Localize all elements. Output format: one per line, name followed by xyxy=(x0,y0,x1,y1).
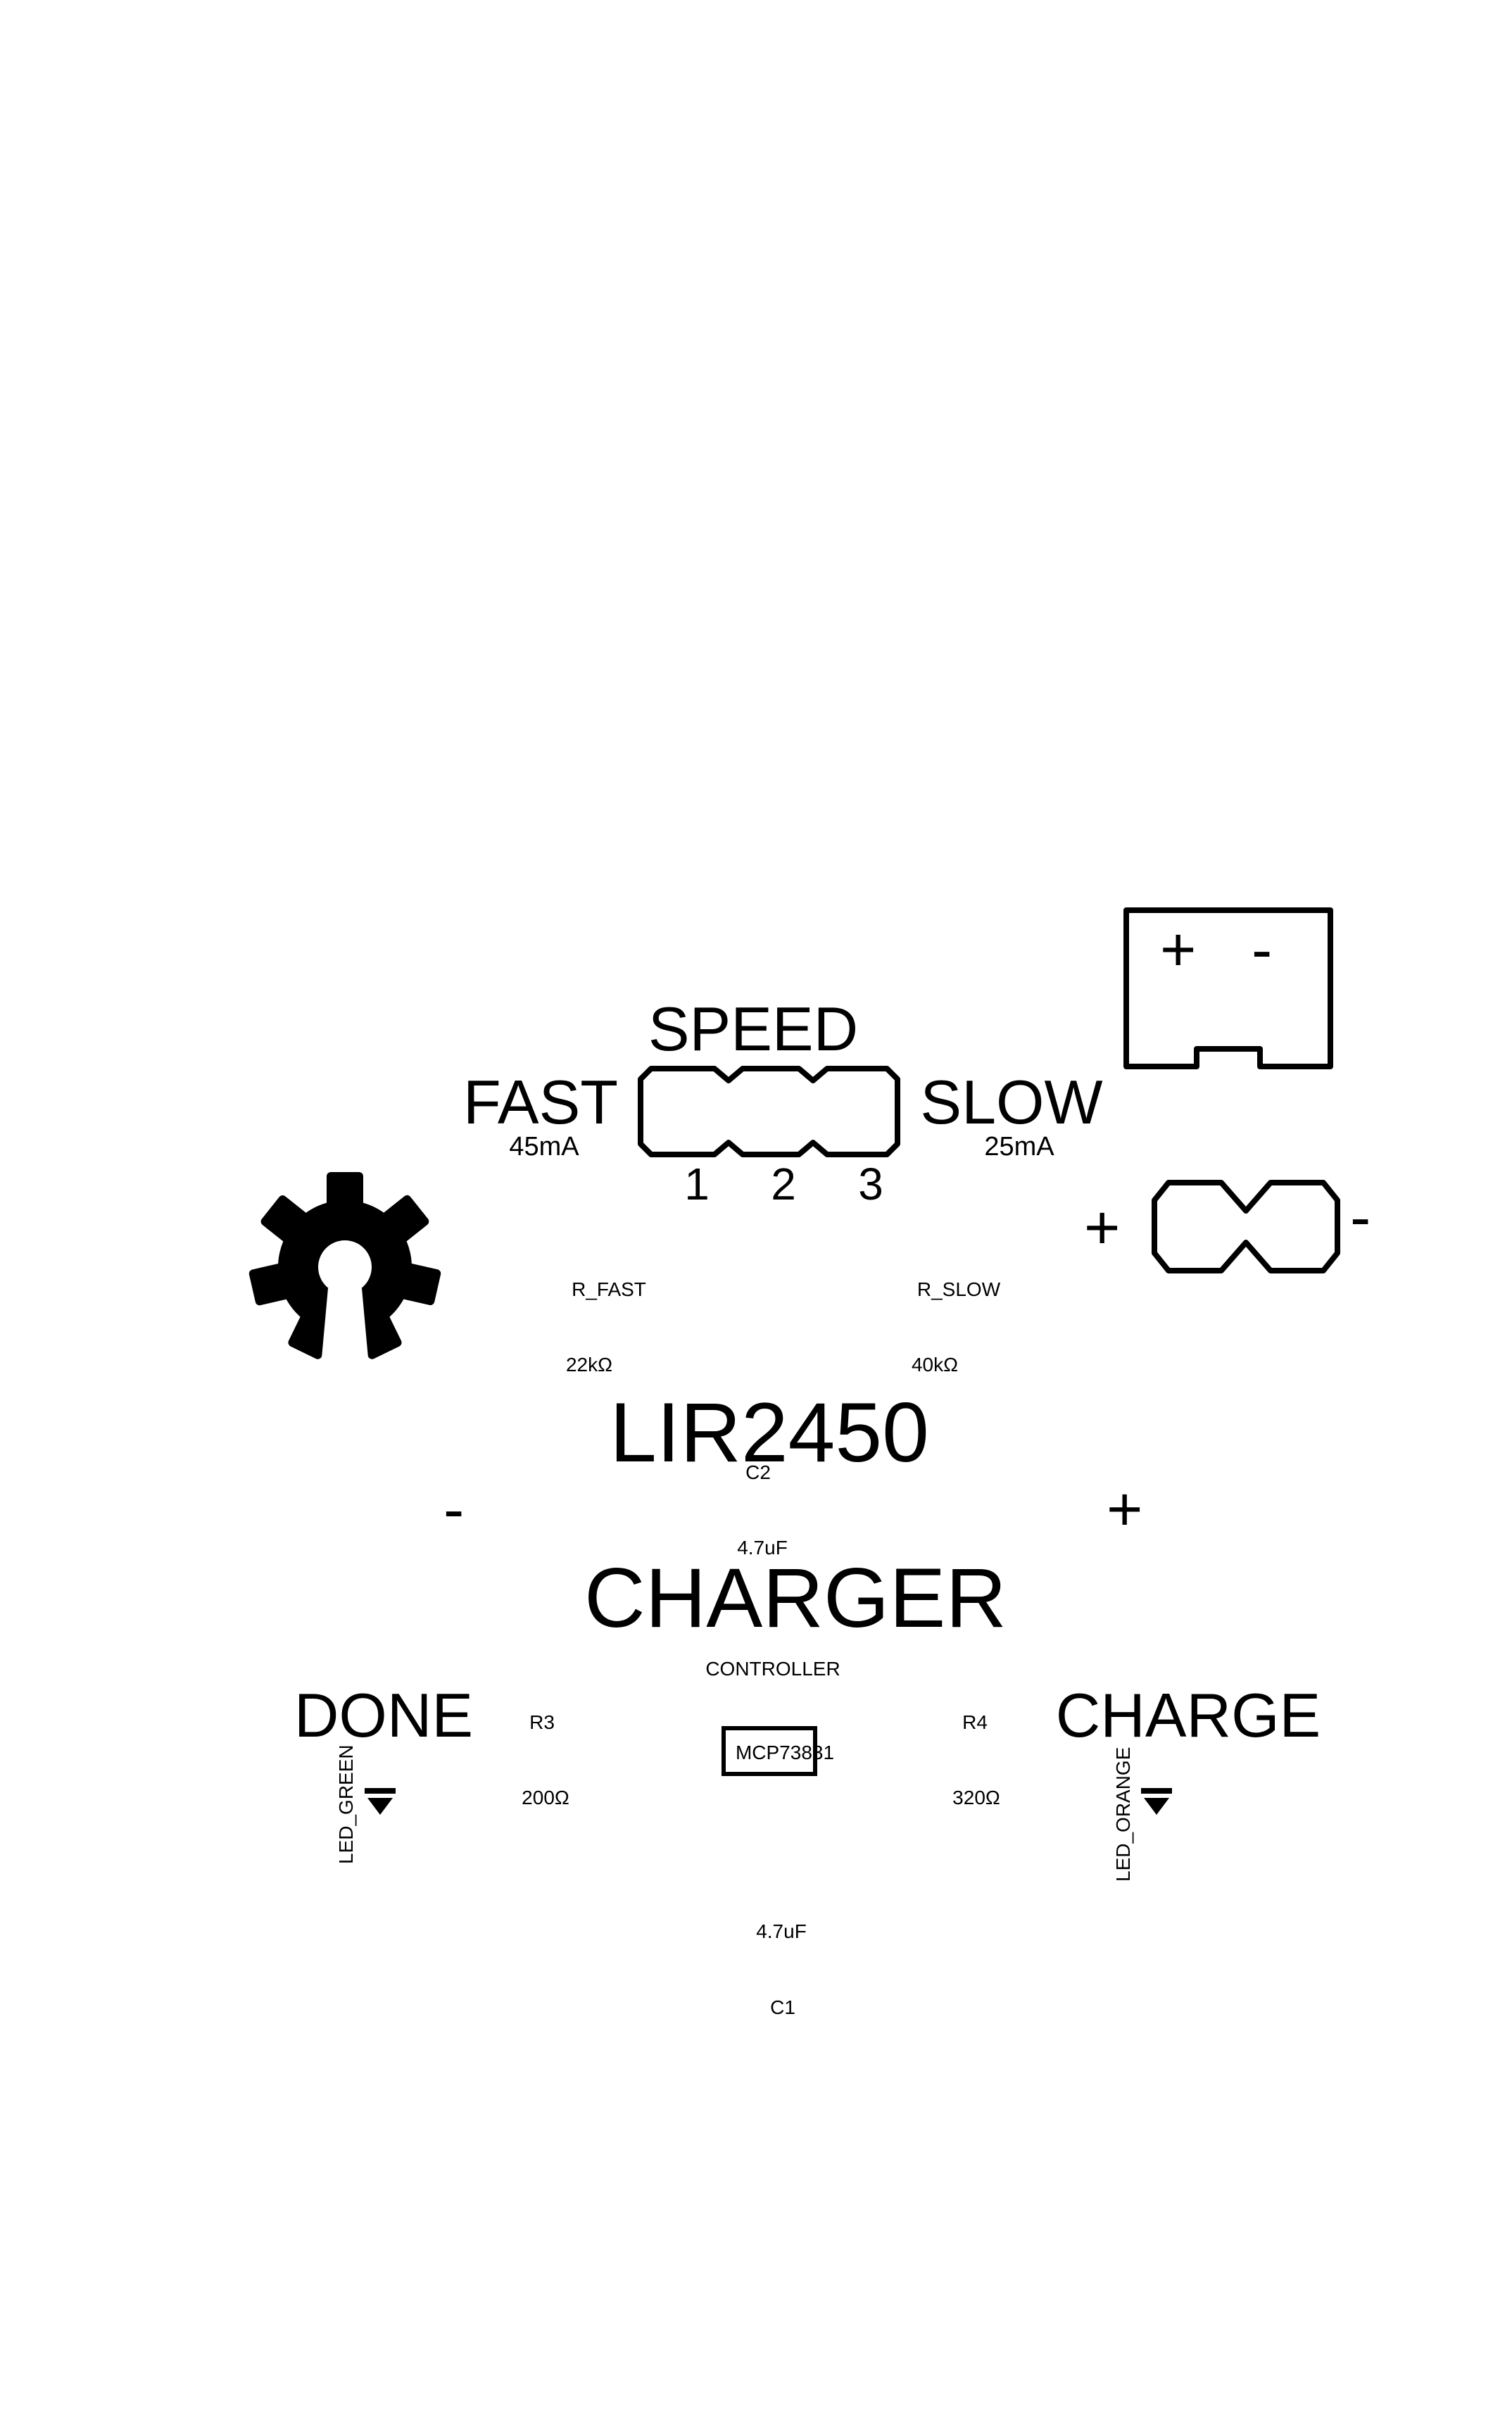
battery-plus-label: + xyxy=(1107,1474,1143,1544)
slow-current-label: 25mA xyxy=(984,1132,1054,1162)
pin-2-label: 2 xyxy=(771,1159,796,1209)
r-fast-value: 22kΩ xyxy=(565,1354,613,1376)
pin-3-label: 3 xyxy=(858,1159,883,1209)
r3-value: 200Ω xyxy=(522,1787,569,1808)
led-orange-label: LED_ORANGE xyxy=(1112,1747,1134,1882)
r3-name: R3 xyxy=(529,1711,555,1733)
jack-minus-label: - xyxy=(1350,1182,1371,1252)
battery-minus-label: - xyxy=(443,1474,465,1544)
charge-label: CHARGE xyxy=(1055,1680,1321,1750)
led-green-mark xyxy=(365,1788,396,1815)
done-label: DONE xyxy=(294,1680,474,1750)
controller-chip-outline xyxy=(722,1726,817,1776)
board-title-line1: LIR2450 xyxy=(610,1385,929,1480)
power-minus-label: - xyxy=(1252,914,1273,984)
r4-value: 320Ω xyxy=(952,1787,1000,1808)
speed-label: SPEED xyxy=(648,994,859,1064)
pin-1-label: 1 xyxy=(684,1159,710,1209)
speed-jumper-outline xyxy=(638,1066,900,1157)
r-fast-name: R_FAST xyxy=(572,1278,646,1300)
open-hardware-gear-icon xyxy=(248,1172,441,1366)
c1-name: C1 xyxy=(770,1996,795,2018)
r-slow-value: 40kΩ xyxy=(911,1354,959,1376)
r4-name: R4 xyxy=(962,1711,988,1733)
fast-current-label: 45mA xyxy=(509,1132,579,1162)
c2-name: C2 xyxy=(745,1461,771,1483)
slow-label: SLOW xyxy=(920,1067,1103,1137)
c1-value: 4.7uF xyxy=(756,1920,807,1942)
c2-value: 4.7uF xyxy=(737,1537,788,1559)
jack-plus-label: + xyxy=(1084,1192,1121,1262)
fast-label: FAST xyxy=(462,1067,619,1137)
r-slow-name: R_SLOW xyxy=(916,1278,1001,1300)
board-title-line2: CHARGER xyxy=(584,1551,1007,1645)
jack-outline xyxy=(1152,1180,1340,1273)
power-plus-label: + xyxy=(1160,914,1197,984)
power-connector-outline xyxy=(1123,907,1333,1069)
controller-chip-label: MCP73831 xyxy=(735,1742,835,1763)
led-orange-mark xyxy=(1141,1788,1172,1815)
controller-label: CONTROLLER xyxy=(705,1658,840,1680)
led-green-label: LED_GREEN xyxy=(335,1744,357,1864)
